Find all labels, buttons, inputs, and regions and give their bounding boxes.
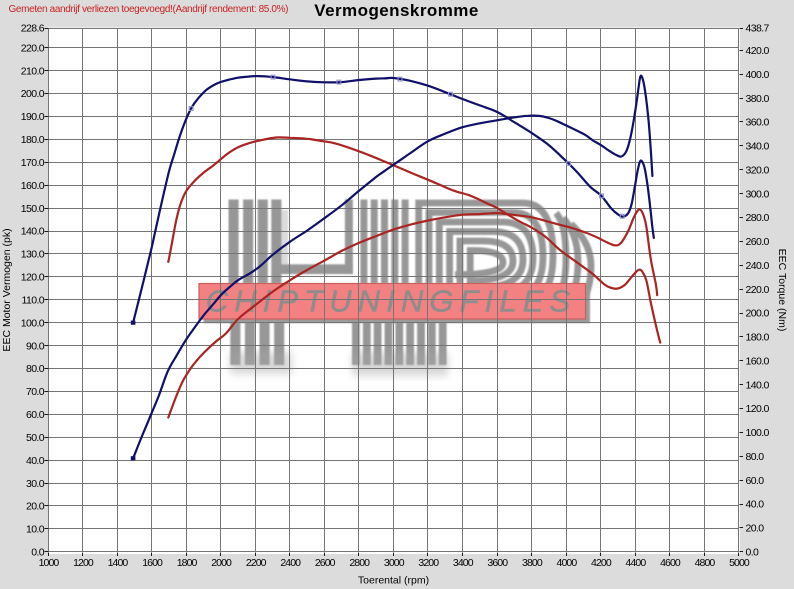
svg-text:60.0: 60.0: [746, 475, 765, 487]
svg-text:4000: 4000: [557, 557, 578, 569]
svg-text:130.0: 130.0: [21, 249, 45, 261]
svg-text:0.0: 0.0: [746, 547, 760, 559]
svg-text:40.0: 40.0: [26, 455, 45, 467]
svg-text:100.0: 100.0: [21, 317, 45, 329]
svg-text:150.0: 150.0: [21, 203, 45, 215]
svg-text:220.0: 220.0: [21, 42, 45, 54]
svg-text:70.0: 70.0: [26, 386, 45, 398]
svg-text:Vermogenskromme: Vermogenskromme: [314, 1, 479, 20]
svg-text:EEC Motor Vermogen (pk): EEC Motor Vermogen (pk): [1, 228, 13, 351]
svg-text:380.0: 380.0: [746, 93, 770, 105]
svg-text:160.0: 160.0: [21, 180, 45, 192]
svg-text:180.0: 180.0: [746, 332, 770, 344]
svg-text:1000: 1000: [39, 557, 60, 569]
svg-text:20.0: 20.0: [746, 523, 765, 535]
svg-text:320.0: 320.0: [746, 164, 770, 176]
svg-text:260.0: 260.0: [746, 236, 770, 248]
svg-text:4800: 4800: [695, 557, 716, 569]
svg-text:5000: 5000: [729, 557, 750, 569]
svg-text:190.0: 190.0: [21, 111, 45, 123]
svg-text:220.0: 220.0: [746, 284, 770, 296]
svg-text:1400: 1400: [108, 557, 129, 569]
svg-text:4400: 4400: [626, 557, 647, 569]
svg-text:420.0: 420.0: [746, 45, 770, 57]
svg-text:160.0: 160.0: [746, 356, 770, 368]
svg-text:80.0: 80.0: [746, 451, 765, 463]
svg-text:200.0: 200.0: [746, 308, 770, 320]
svg-text:CHIPTUNINGFILES: CHIPTUNINGFILES: [206, 284, 577, 319]
svg-text:50.0: 50.0: [26, 432, 45, 444]
svg-text:438.7: 438.7: [746, 23, 770, 35]
svg-text:228.6: 228.6: [21, 23, 45, 35]
svg-text:140.0: 140.0: [21, 226, 45, 238]
svg-text:120.0: 120.0: [21, 272, 45, 284]
svg-text:360.0: 360.0: [746, 117, 770, 129]
svg-text:10.0: 10.0: [26, 524, 45, 536]
svg-text:140.0: 140.0: [746, 379, 770, 391]
svg-text:2800: 2800: [349, 557, 370, 569]
svg-text:Gemeten aandrijf verliezen toe: Gemeten aandrijf verliezen toegevoegd!(A…: [9, 4, 289, 15]
svg-text:0.0: 0.0: [31, 547, 45, 559]
svg-text:2000: 2000: [211, 557, 232, 569]
svg-text:EEC Torque (Nm): EEC Torque (Nm): [776, 249, 788, 332]
svg-text:1800: 1800: [177, 557, 198, 569]
svg-text:90.0: 90.0: [26, 340, 45, 352]
svg-text:170.0: 170.0: [21, 157, 45, 169]
svg-text:20.0: 20.0: [26, 501, 45, 513]
svg-text:300.0: 300.0: [746, 188, 770, 200]
svg-text:30.0: 30.0: [26, 478, 45, 490]
svg-text:3200: 3200: [418, 557, 439, 569]
svg-text:4200: 4200: [591, 557, 612, 569]
svg-text:1600: 1600: [142, 557, 163, 569]
svg-text:80.0: 80.0: [26, 363, 45, 375]
svg-text:3800: 3800: [522, 557, 543, 569]
svg-text:280.0: 280.0: [746, 212, 770, 224]
svg-text:240.0: 240.0: [746, 260, 770, 272]
svg-text:120.0: 120.0: [746, 403, 770, 415]
svg-text:1200: 1200: [73, 557, 94, 569]
svg-text:4600: 4600: [660, 557, 681, 569]
svg-text:2400: 2400: [280, 557, 301, 569]
svg-text:3600: 3600: [487, 557, 508, 569]
svg-text:200.0: 200.0: [21, 88, 45, 100]
svg-text:110.0: 110.0: [22, 295, 45, 307]
svg-text:3400: 3400: [453, 557, 474, 569]
svg-text:210.0: 210.0: [21, 65, 45, 77]
svg-text:2600: 2600: [315, 557, 336, 569]
svg-text:Toerental (rpm): Toerental (rpm): [358, 575, 429, 587]
svg-text:40.0: 40.0: [746, 499, 765, 511]
svg-text:340.0: 340.0: [746, 141, 770, 153]
svg-text:60.0: 60.0: [26, 409, 45, 421]
svg-text:180.0: 180.0: [21, 134, 45, 146]
svg-text:2200: 2200: [246, 557, 267, 569]
svg-text:3000: 3000: [384, 557, 405, 569]
svg-text:100.0: 100.0: [746, 427, 770, 439]
svg-text:400.0: 400.0: [746, 69, 770, 81]
